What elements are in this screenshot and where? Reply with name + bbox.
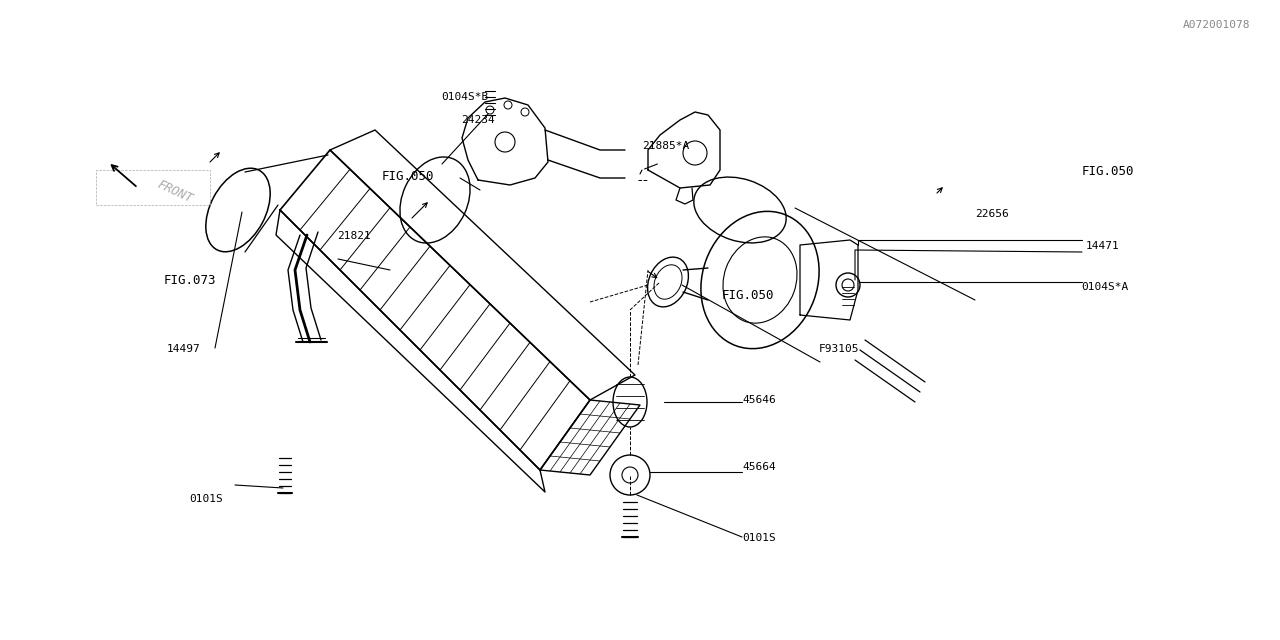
Text: 22656: 22656 <box>975 209 1009 220</box>
Text: 45646: 45646 <box>742 395 776 405</box>
Text: F93105: F93105 <box>819 344 860 354</box>
Text: 0104S*A: 0104S*A <box>1082 282 1129 292</box>
Text: 14471: 14471 <box>1085 241 1119 252</box>
Text: FIG.050: FIG.050 <box>722 289 774 302</box>
Text: 0101S: 0101S <box>742 532 776 543</box>
Text: 24234: 24234 <box>461 115 494 125</box>
Text: 21821: 21821 <box>337 230 370 241</box>
Text: FRONT: FRONT <box>155 178 195 206</box>
Text: FIG.073: FIG.073 <box>164 274 216 287</box>
Text: 14497: 14497 <box>166 344 200 354</box>
Text: 0101S: 0101S <box>189 494 223 504</box>
Text: A072001078: A072001078 <box>1183 20 1251 30</box>
Text: 45664: 45664 <box>742 462 776 472</box>
Text: 21885*A: 21885*A <box>643 141 690 151</box>
Text: FIG.050: FIG.050 <box>381 170 434 182</box>
Text: 0104S*B: 0104S*B <box>442 92 489 102</box>
Text: FIG.050: FIG.050 <box>1082 165 1134 178</box>
